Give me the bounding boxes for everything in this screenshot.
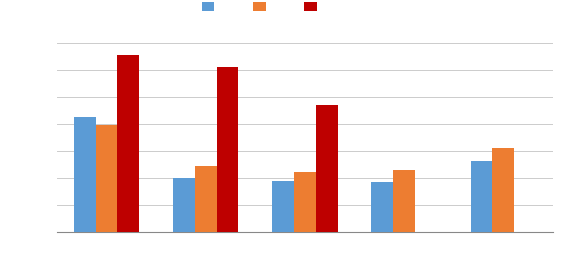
Bar	[173, 178, 195, 232]
Bar	[96, 125, 117, 232]
Bar	[492, 148, 514, 232]
Bar	[74, 117, 96, 232]
Legend: 男性, 女性, シングルマザー: 男性, 女性, シングルマザー	[202, 2, 408, 11]
Bar	[393, 170, 415, 232]
Bar	[471, 161, 492, 232]
Bar	[372, 182, 393, 232]
Bar	[217, 68, 238, 232]
Bar	[272, 181, 294, 232]
Bar	[294, 172, 316, 232]
Bar	[117, 55, 139, 232]
Bar	[316, 105, 337, 232]
Bar	[195, 166, 217, 232]
